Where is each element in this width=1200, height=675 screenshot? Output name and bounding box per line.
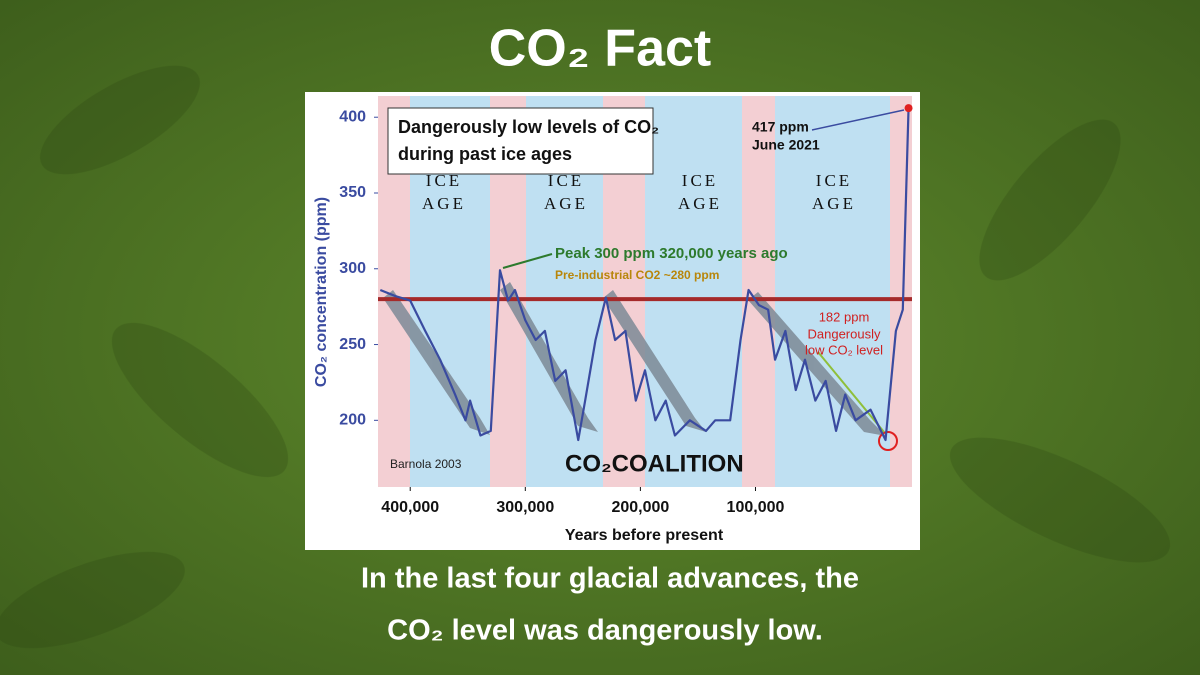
data-line [379,108,910,442]
caption-line: In the last four glacial advances, the [361,563,859,595]
ice-age-label: AGE [678,194,722,213]
y-axis-label: CO₂ concentration (ppm) [313,197,330,387]
pointer [817,351,885,433]
ice-age-label: AGE [544,194,588,213]
annotation: June 2021 [752,137,820,153]
x-tick-label: 200,000 [611,499,669,516]
x-tick-label: 300,000 [496,499,554,516]
logo: CO₂COALITION [565,450,744,477]
annotation: 417 ppm [752,119,809,135]
chart-title: during past ice ages [398,144,572,164]
trend-arrows [383,282,886,436]
chart-title-box [387,107,654,175]
y-tick-label: 250 [339,336,366,353]
y-tick-label: 300 [339,260,366,277]
ice-age-label: AGE [422,194,466,213]
leaf-pattern [0,65,1171,649]
x-tick-label: 400,000 [381,499,439,516]
pointer [811,109,905,131]
source: Barnola 2003 [390,457,462,471]
latest-point [904,104,913,113]
annotation: 182 ppm [819,309,870,324]
ice-age-label: ICE [816,171,852,190]
reference-label: Pre-industrial CO2 ~280 ppm [555,268,719,282]
ice-age-label: AGE [812,194,856,213]
y-tick-label: 200 [339,412,366,429]
ice-age-label: ICE [548,171,584,190]
x-tick-label: 100,000 [727,499,785,516]
y-tick-label: 400 [339,108,366,125]
annotation: low CO₂ level [805,342,883,357]
annotation: Peak 300 ppm 320,000 years ago [555,245,788,262]
pointer [502,253,553,269]
annotation: Dangerously [808,326,881,341]
caption-line: CO₂ level was dangerously low. [387,615,823,647]
ice-age-label: ICE [426,171,462,190]
chart-title: Dangerously low levels of CO₂ [398,117,659,137]
slide-title: CO₂ Fact [489,20,711,78]
plot: 200 250 300 350 400 400,000 300,000 200,000 100,… [339,104,913,516]
ice-age-label: ICE [682,171,718,190]
ice-age-labels: ICE AGE ICE AGE ICE AGE ICE AGE [422,171,856,213]
y-tick-label: 350 [339,184,366,201]
x-axis-label: Years before present [565,527,724,544]
low-marker [878,431,898,451]
